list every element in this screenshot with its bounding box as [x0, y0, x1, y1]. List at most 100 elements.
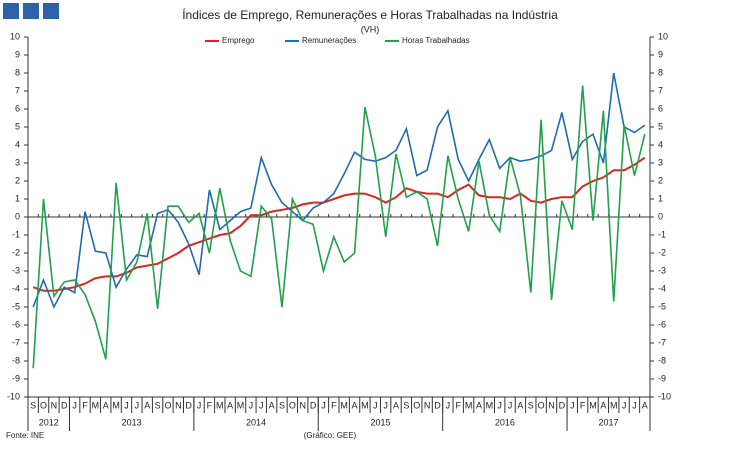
y2-tick-label: -10 [658, 391, 671, 401]
y2-tick-label: -6 [658, 319, 666, 329]
x-tick-label: F [455, 400, 461, 410]
x-tick-label: O [413, 400, 420, 410]
y2-tick-label: -5 [658, 301, 666, 311]
legend-label: Horas Trabalhadas [402, 36, 470, 45]
x-tick-label: A [393, 400, 399, 410]
y2-tick-label: -9 [658, 373, 666, 383]
y2-tick-label: 4 [658, 139, 663, 149]
y2-tick-label: -7 [658, 337, 666, 347]
x-tick-label: N [175, 400, 182, 410]
x-tick-label: N [51, 400, 58, 410]
x-tick-label: A [517, 400, 523, 410]
year-label: 2016 [495, 417, 515, 427]
y-tick-label: -3 [12, 265, 20, 275]
x-tick-label: M [340, 400, 348, 410]
x-tick-label: A [600, 400, 606, 410]
x-tick-label: F [82, 400, 88, 410]
logo-square [3, 3, 19, 19]
x-tick-label: S [528, 400, 534, 410]
y2-tick-label: -3 [658, 265, 666, 275]
legend-label: Remunerações [302, 36, 356, 45]
x-tick-label: M [486, 400, 494, 410]
y-tick-label: 10 [10, 31, 20, 41]
series-line [32, 156, 646, 292]
year-label: 2015 [370, 417, 390, 427]
y2-tick-label: -8 [658, 355, 666, 365]
year-label: 2017 [599, 417, 619, 427]
x-tick-label: J [259, 400, 264, 410]
x-tick-label: J [72, 400, 77, 410]
credit: (Gráfico: GEE) [304, 431, 357, 440]
y2-tick-label: 6 [658, 103, 663, 113]
x-tick-label: F [207, 400, 213, 410]
x-tick-label: J [249, 400, 254, 410]
x-tick-label: S [155, 400, 161, 410]
y2-tick-label: 1 [658, 193, 663, 203]
y-tick-label: 1 [15, 193, 20, 203]
x-tick-label: N [424, 400, 431, 410]
legend-label: Emprego [222, 36, 255, 45]
y2-tick-label: 10 [658, 31, 668, 41]
x-tick-label: O [164, 400, 171, 410]
y-tick-label: 3 [15, 157, 20, 167]
chart-title: Índices de Emprego, Remunerações e Horas… [182, 7, 558, 22]
x-tick-label: J [508, 400, 513, 410]
y-tick-label: 0 [15, 211, 20, 221]
y-tick-label: -8 [12, 355, 20, 365]
y-tick-label: -6 [12, 319, 20, 329]
y-tick-label: -5 [12, 301, 20, 311]
x-tick-label: J [446, 400, 451, 410]
y2-tick-label: -1 [658, 229, 666, 239]
x-tick-label: S [30, 400, 36, 410]
x-tick-label: M [92, 400, 100, 410]
year-label: 2013 [122, 417, 142, 427]
y2-tick-label: 3 [658, 157, 663, 167]
x-tick-label: M [216, 400, 224, 410]
x-tick-label: J [383, 400, 388, 410]
y2-tick-label: -2 [658, 247, 666, 257]
chart-subtitle: (VH) [361, 24, 380, 34]
x-tick-label: J [135, 400, 140, 410]
y-tick-label: 2 [15, 175, 20, 185]
x-tick-label: J [124, 400, 129, 410]
x-tick-label: J [373, 400, 378, 410]
x-tick-label: A [103, 400, 109, 410]
x-tick-label: J [632, 400, 637, 410]
y2-tick-label: -4 [658, 283, 666, 293]
logo-square [23, 3, 39, 19]
x-tick-label: A [144, 400, 150, 410]
y-tick-label: -7 [12, 337, 20, 347]
x-tick-label: A [352, 400, 358, 410]
x-tick-label: S [403, 400, 409, 410]
x-tick-label: F [331, 400, 337, 410]
year-label: 2012 [39, 417, 59, 427]
x-tick-label: A [642, 400, 648, 410]
y-tick-label: 5 [15, 121, 20, 131]
x-tick-label: A [269, 400, 275, 410]
x-tick-label: J [321, 400, 326, 410]
y2-tick-label: 8 [658, 67, 663, 77]
y-tick-label: -10 [7, 391, 20, 401]
x-tick-label: A [476, 400, 482, 410]
x-tick-label: M [112, 400, 120, 410]
y-tick-label: 4 [15, 139, 20, 149]
x-tick-label: D [61, 400, 68, 410]
x-tick-label: O [40, 400, 47, 410]
series-line [32, 85, 646, 369]
x-tick-label: M [465, 400, 473, 410]
y-tick-label: -2 [12, 247, 20, 257]
x-tick-label: J [570, 400, 575, 410]
x-tick-label: J [197, 400, 202, 410]
x-tick-label: M [589, 400, 597, 410]
logo-square [43, 3, 59, 19]
year-label: 2014 [246, 417, 266, 427]
x-tick-label: D [185, 400, 192, 410]
y2-tick-label: 2 [658, 175, 663, 185]
y2-tick-label: 5 [658, 121, 663, 131]
x-tick-label: O [289, 400, 296, 410]
x-tick-label: N [548, 400, 555, 410]
x-tick-label: O [538, 400, 545, 410]
y-tick-label: -9 [12, 373, 20, 383]
x-tick-label: D [434, 400, 441, 410]
